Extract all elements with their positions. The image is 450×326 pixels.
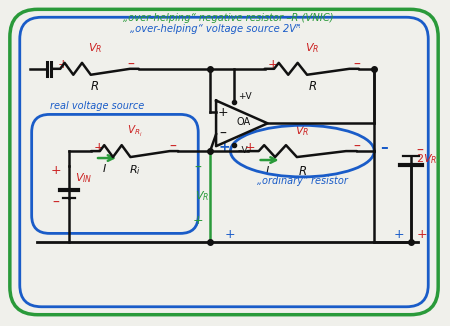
Text: I: I bbox=[266, 166, 269, 176]
Text: –: – bbox=[52, 196, 59, 210]
Text: R: R bbox=[91, 80, 99, 93]
Text: $V_R$: $V_R$ bbox=[295, 125, 310, 138]
Text: „ordinary“ resistor: „ordinary“ resistor bbox=[257, 176, 348, 186]
Text: –: – bbox=[220, 127, 226, 141]
Text: $V_R$: $V_R$ bbox=[195, 189, 209, 203]
Text: +: + bbox=[416, 228, 427, 241]
Text: I: I bbox=[103, 164, 106, 174]
Text: $V_R$: $V_R$ bbox=[88, 41, 102, 55]
Text: +: + bbox=[244, 141, 255, 154]
Text: +: + bbox=[218, 106, 228, 119]
Text: +: + bbox=[58, 58, 69, 71]
Text: –: – bbox=[353, 58, 360, 72]
Text: –: – bbox=[127, 58, 134, 72]
Text: –V: –V bbox=[238, 146, 248, 155]
Text: +: + bbox=[225, 228, 235, 241]
Text: –: – bbox=[195, 161, 202, 175]
Text: +: + bbox=[94, 141, 104, 154]
Text: –: – bbox=[353, 140, 360, 154]
Text: R: R bbox=[298, 165, 306, 178]
Text: „over-helping“ voltage source 2Vᴿ: „over-helping“ voltage source 2Vᴿ bbox=[130, 24, 300, 34]
Text: –: – bbox=[169, 140, 176, 154]
Text: +: + bbox=[393, 228, 404, 241]
Text: $R_i$: $R_i$ bbox=[129, 163, 141, 177]
Text: $2V_R$: $2V_R$ bbox=[416, 152, 438, 166]
Text: R: R bbox=[308, 80, 316, 93]
Text: OA: OA bbox=[237, 117, 251, 127]
Text: +V: +V bbox=[238, 92, 252, 101]
Text: +: + bbox=[193, 214, 203, 227]
Text: +: + bbox=[267, 58, 278, 71]
Text: –: – bbox=[380, 140, 387, 155]
Text: $V_{IN}$: $V_{IN}$ bbox=[75, 171, 93, 185]
Text: real voltage source: real voltage source bbox=[50, 101, 144, 111]
Text: $V_R$: $V_R$ bbox=[305, 41, 320, 55]
Text: $V_{R_i}$: $V_{R_i}$ bbox=[127, 124, 143, 139]
Text: +: + bbox=[218, 140, 230, 154]
Text: –: – bbox=[416, 144, 423, 158]
Text: +: + bbox=[50, 164, 61, 177]
Text: „over-helping“ negative resistor –R (VNIC): „over-helping“ negative resistor –R (VNI… bbox=[123, 13, 333, 23]
